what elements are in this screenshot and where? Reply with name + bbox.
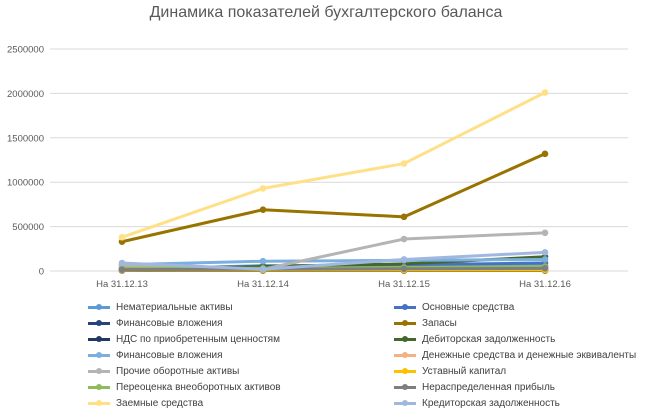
data-point — [400, 160, 408, 167]
legend-label: Переоценка внеоборотных активов — [116, 382, 281, 393]
series-line — [120, 250, 547, 271]
legend-label: Уставный капитал — [422, 366, 507, 377]
y-tick-label: 500000 — [12, 222, 44, 233]
x-tick-label: На 31.12.14 — [237, 279, 289, 290]
legend-item: Запасы — [394, 316, 457, 331]
legend-swatch — [394, 352, 416, 358]
data-point — [118, 259, 126, 267]
legend-item: НДС по приобретенным ценностям — [88, 332, 280, 347]
legend-label: Финансовые вложения — [116, 350, 223, 361]
data-point — [259, 206, 267, 214]
data-point — [541, 89, 549, 96]
line-chart-plot: 0 500000 1000000 1500000 2000000 2500000 На 31… — [7, 45, 628, 290]
data-point — [541, 265, 549, 272]
legend-item: Финансовые вложения — [88, 348, 223, 363]
y-tick-label: 2000000 — [7, 89, 44, 100]
legend-label: Финансовые вложения — [116, 318, 223, 329]
data-point — [400, 265, 408, 273]
legend-swatch — [394, 320, 416, 326]
legend-swatch — [394, 336, 416, 342]
legend-label: Дебиторская задолженность — [422, 334, 556, 345]
legend-item: Заемные средства — [88, 396, 203, 411]
data-point — [400, 213, 408, 221]
data-point — [541, 249, 549, 256]
data-point — [541, 150, 549, 158]
legend-swatch — [88, 320, 110, 326]
data-point — [259, 257, 267, 265]
y-tick-label: 1500000 — [7, 133, 44, 144]
y-tick-label: 0 — [39, 267, 44, 278]
y-tick-label: 1000000 — [7, 178, 44, 189]
data-point — [259, 185, 267, 192]
legend-swatch — [394, 400, 416, 406]
legend-item: Нераспределенная прибыль — [394, 380, 555, 395]
x-tick-label: На 31.12.13 — [96, 279, 148, 290]
chart-title: Динамика показателей бухгалтерского бала… — [149, 4, 503, 21]
legend-item: Уставный капитал — [394, 364, 506, 379]
legend-label: Основные средства — [422, 302, 515, 313]
legend-swatch — [88, 368, 110, 374]
legend-label: Нематериальные активы — [116, 302, 233, 313]
legend-label: Денежные средства и денежные эквиваленты — [422, 350, 637, 361]
data-point — [118, 233, 126, 241]
data-point — [400, 256, 408, 263]
x-tick-label: На 31.12.15 — [378, 279, 430, 290]
legend-swatch — [88, 336, 110, 342]
legend-item: Финансовые вложения — [88, 316, 223, 331]
legend-item: Кредиторская задолженность — [394, 396, 560, 411]
legend-swatch — [394, 368, 416, 374]
legend-label: Нераспределенная прибыль — [422, 382, 556, 393]
legend-swatch — [88, 304, 110, 310]
legend-swatch — [394, 304, 416, 310]
legend-item: Денежные средства и денежные эквиваленты — [394, 348, 636, 363]
legend-label: Заемные средства — [116, 398, 204, 409]
legend-label: Кредиторская задолженность — [422, 398, 560, 409]
series-line — [120, 152, 547, 244]
data-point — [400, 235, 408, 243]
legend-item: Переоценка внеоборотных активов — [88, 380, 281, 395]
legend-item: Основные средства — [394, 300, 514, 315]
legend-swatch — [88, 400, 110, 406]
legend-item: Прочие оборотные активы — [88, 364, 239, 379]
legend-label: Запасы — [422, 318, 457, 329]
series-line — [120, 257, 547, 267]
legend-swatch — [88, 352, 110, 358]
data-point — [259, 265, 267, 273]
legend-label: НДС по приобретенным ценностям — [116, 334, 280, 345]
legend-swatch — [88, 384, 110, 390]
series-line — [120, 91, 547, 239]
legend-item: Нематериальные активы — [88, 300, 233, 315]
data-point — [541, 256, 549, 263]
legend-label: Прочие оборотные активы — [116, 366, 240, 377]
legend-item: Дебиторская задолженность — [394, 332, 555, 347]
series-line — [120, 266, 547, 272]
data-point — [118, 266, 126, 273]
y-tick-label: 2500000 — [7, 45, 44, 56]
data-point — [541, 229, 549, 237]
legend-swatch — [394, 384, 416, 390]
x-tick-label: На 31.12.16 — [519, 279, 571, 290]
